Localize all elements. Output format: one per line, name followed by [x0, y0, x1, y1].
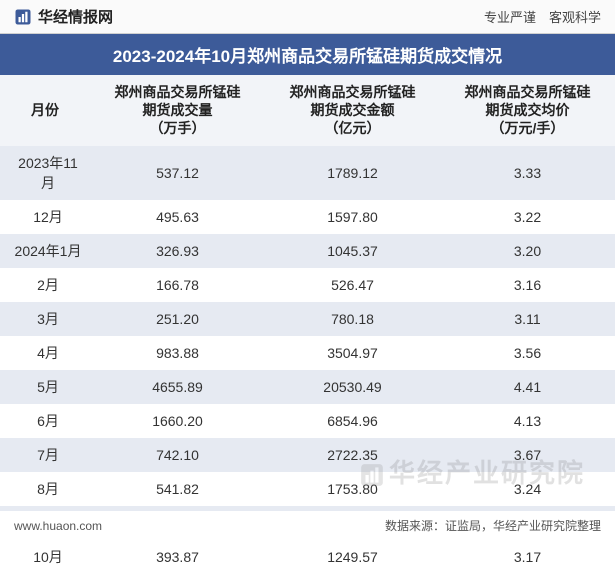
table-cell: 3.11 — [440, 302, 615, 336]
table-cell: 3.33 — [440, 146, 615, 200]
table-row: 3月251.20780.183.11 — [0, 302, 615, 336]
table-row: 2024年1月326.931045.373.20 — [0, 234, 615, 268]
footer-url: www.huaon.com — [14, 519, 102, 533]
col-header-month: 月份 — [0, 75, 90, 146]
footer-source: 数据来源：证监局，华经产业研究院整理 — [385, 517, 601, 534]
table-row: 10月393.871249.573.17 — [0, 540, 615, 574]
header-bar: 华经情报网 专业严谨 客观科学 — [0, 0, 615, 34]
table-row: 5月4655.8920530.494.41 — [0, 370, 615, 404]
table-cell: 2722.35 — [265, 438, 440, 472]
col-header-volume: 郑州商品交易所锰硅期货成交量（万手） — [90, 75, 265, 146]
table-cell: 12月 — [0, 200, 90, 234]
table-row: 7月742.102722.353.67 — [0, 438, 615, 472]
table-cell: 4.41 — [440, 370, 615, 404]
table-cell: 2023年11月 — [0, 146, 90, 200]
table-cell: 3.22 — [440, 200, 615, 234]
table-cell: 1249.57 — [265, 540, 440, 574]
table-row: 8月541.821753.803.24 — [0, 472, 615, 506]
table-cell: 780.18 — [265, 302, 440, 336]
table-row: 6月1660.206854.964.13 — [0, 404, 615, 438]
table-cell: 983.88 — [90, 336, 265, 370]
table-cell: 1753.80 — [265, 472, 440, 506]
table-row: 12月495.631597.803.22 — [0, 200, 615, 234]
table-cell: 2024年1月 — [0, 234, 90, 268]
table-cell: 8月 — [0, 472, 90, 506]
table-cell: 742.10 — [90, 438, 265, 472]
table-row: 2023年11月537.121789.123.33 — [0, 146, 615, 200]
motto: 专业严谨 客观科学 — [484, 7, 601, 26]
table-cell: 5月 — [0, 370, 90, 404]
col-header-price: 郑州商品交易所锰硅期货成交均价（万元/手） — [440, 75, 615, 146]
table-cell: 537.12 — [90, 146, 265, 200]
table-cell: 3.67 — [440, 438, 615, 472]
logo-icon — [14, 8, 32, 26]
table-header-row: 月份 郑州商品交易所锰硅期货成交量（万手） 郑州商品交易所锰硅期货成交金额（亿元… — [0, 75, 615, 146]
table-cell: 393.87 — [90, 540, 265, 574]
table-cell: 3.24 — [440, 472, 615, 506]
table-cell: 10月 — [0, 540, 90, 574]
table-cell: 1045.37 — [265, 234, 440, 268]
table-cell: 541.82 — [90, 472, 265, 506]
table-cell: 6854.96 — [265, 404, 440, 438]
table-cell: 326.93 — [90, 234, 265, 268]
table-cell: 3.16 — [440, 268, 615, 302]
table-cell: 1789.12 — [265, 146, 440, 200]
table-cell: 2月 — [0, 268, 90, 302]
table-cell: 20530.49 — [265, 370, 440, 404]
table-cell: 3.20 — [440, 234, 615, 268]
table-row: 2月166.78526.473.16 — [0, 268, 615, 302]
table-body: 2023年11月537.121789.123.3312月495.631597.8… — [0, 146, 615, 574]
table-cell: 251.20 — [90, 302, 265, 336]
table-row: 4月983.883504.973.56 — [0, 336, 615, 370]
footer-bar: www.huaon.com 数据来源：证监局，华经产业研究院整理 — [0, 511, 615, 540]
table-cell: 3.56 — [440, 336, 615, 370]
table-cell: 1597.80 — [265, 200, 440, 234]
table-cell: 3.17 — [440, 540, 615, 574]
logo-area: 华经情报网 — [14, 6, 113, 27]
table-cell: 495.63 — [90, 200, 265, 234]
table-cell: 3月 — [0, 302, 90, 336]
table-cell: 6月 — [0, 404, 90, 438]
table-cell: 526.47 — [265, 268, 440, 302]
col-header-amount: 郑州商品交易所锰硅期货成交金额（亿元） — [265, 75, 440, 146]
table-cell: 4月 — [0, 336, 90, 370]
table-cell: 4.13 — [440, 404, 615, 438]
table-cell: 3504.97 — [265, 336, 440, 370]
logo-text: 华经情报网 — [38, 6, 113, 27]
table-cell: 7月 — [0, 438, 90, 472]
chart-title: 2023-2024年10月郑州商品交易所锰硅期货成交情况 — [0, 34, 615, 75]
data-table: 月份 郑州商品交易所锰硅期货成交量（万手） 郑州商品交易所锰硅期货成交金额（亿元… — [0, 75, 615, 574]
table-cell: 166.78 — [90, 268, 265, 302]
table-cell: 1660.20 — [90, 404, 265, 438]
table-cell: 4655.89 — [90, 370, 265, 404]
